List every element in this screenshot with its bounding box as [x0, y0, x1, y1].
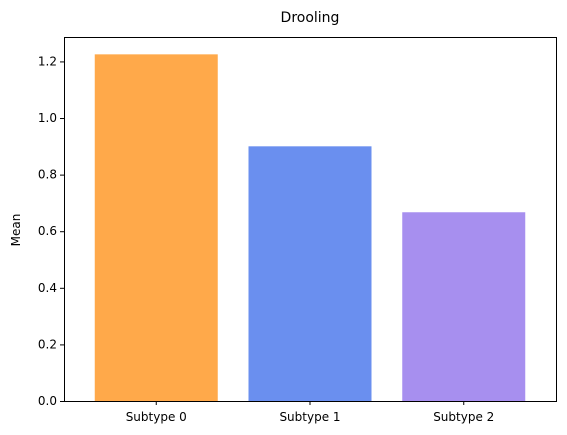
x-tick-label: Subtype 0: [126, 410, 187, 424]
y-tick-label: 0.0: [38, 394, 57, 408]
y-tick-label: 0.4: [38, 281, 57, 295]
x-tick-label: Subtype 1: [279, 410, 340, 424]
plot-area: [94, 54, 526, 402]
y-tick-label: 0.2: [38, 337, 57, 351]
y-tick-label: 1.2: [38, 54, 57, 68]
y-tick-label: 0.8: [38, 168, 57, 182]
x-tick-label: Subtype 2: [433, 410, 494, 424]
y-axis-label: Mean: [9, 214, 23, 247]
plot-frame: [64, 37, 557, 402]
bar-subtype-2: [402, 212, 526, 401]
y-tick-label: 0.6: [38, 224, 57, 238]
x-axis: Subtype 0 Subtype 1 Subtype 2: [126, 401, 494, 424]
y-tick-label: 1.0: [38, 111, 57, 125]
chart-title: Drooling: [281, 10, 340, 26]
bar-subtype-0: [94, 54, 218, 402]
y-axis: 0.0 0.2 0.4 0.6 0.8 1.0 1.2: [38, 54, 64, 408]
bar-subtype-1: [248, 146, 372, 401]
